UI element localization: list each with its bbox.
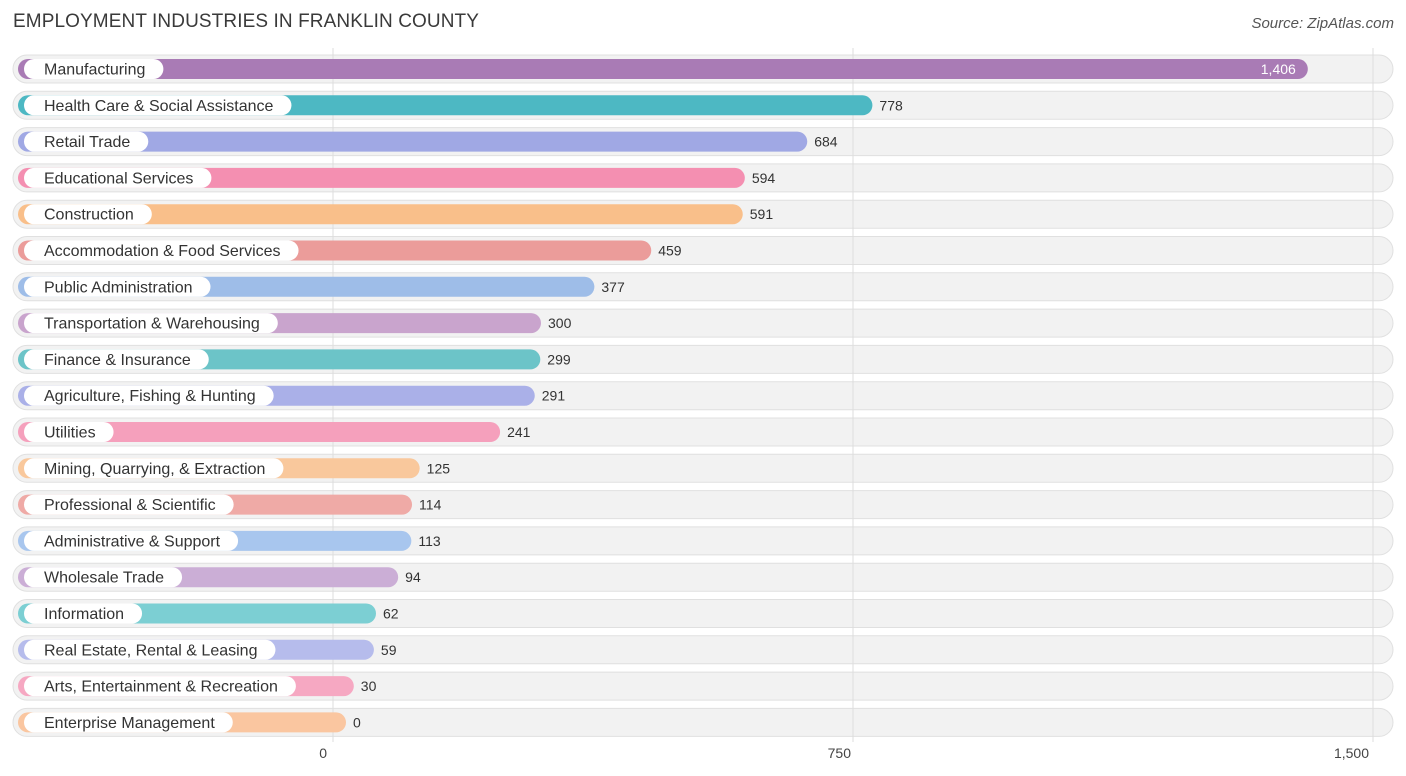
chart-title: EMPLOYMENT INDUSTRIES IN FRANKLIN COUNTY [13, 11, 480, 32]
category-label-pill [24, 349, 209, 370]
value-label: 1,406 [1261, 61, 1296, 77]
category-label: Arts, Entertainment & Recreation [44, 679, 278, 696]
tick-label: 750 [828, 745, 852, 761]
value-label: 241 [507, 424, 531, 440]
value-label: 778 [879, 97, 903, 113]
category-label: Mining, Quarrying, & Extraction [44, 461, 265, 478]
value-label: 594 [752, 170, 776, 186]
category-label-pill [24, 567, 183, 588]
value-label: 591 [750, 206, 774, 222]
value-label: 299 [547, 351, 571, 367]
category-label: Agriculture, Fishing & Hunting [44, 388, 256, 405]
category-label: Accommodation & Food Services [44, 243, 281, 260]
category-label-pill [24, 240, 299, 261]
category-label: Public Administration [44, 279, 193, 296]
category-label-pill [24, 422, 114, 442]
value-label: 62 [383, 606, 399, 622]
value-label: 59 [381, 642, 397, 658]
bar-track [12, 707, 1394, 737]
tick-label: 1,500 [1334, 745, 1369, 761]
category-label: Utilities [44, 425, 96, 442]
category-label-pill [24, 167, 212, 188]
value-label: 113 [418, 533, 441, 549]
value-label: 300 [548, 315, 572, 331]
category-label: Retail Trade [44, 134, 130, 151]
category-label: Transportation & Warehousing [44, 316, 260, 333]
category-label-pill [24, 494, 234, 515]
value-label: 94 [405, 569, 421, 585]
category-label-pill [24, 276, 211, 297]
category-label-pill [24, 530, 239, 551]
value-label: 30 [361, 678, 377, 694]
category-label: Construction [44, 207, 134, 224]
bar[interactable] [18, 131, 808, 152]
value-label: 114 [419, 497, 442, 513]
category-label: Manufacturing [44, 62, 145, 79]
bar[interactable] [18, 204, 743, 225]
category-label-pill [24, 603, 143, 624]
category-label-pill [24, 676, 296, 697]
bar-track [12, 671, 1394, 701]
value-label: 0 [353, 714, 361, 730]
category-label-pill [24, 458, 284, 479]
value-label: 291 [542, 388, 566, 404]
value-label: 684 [814, 134, 838, 150]
value-label: 377 [601, 279, 625, 295]
bar[interactable] [18, 59, 1308, 79]
tick-label: 0 [319, 745, 327, 761]
value-label: 125 [427, 460, 451, 476]
category-label: Professional & Scientific [44, 497, 216, 514]
category-label-pill [24, 131, 149, 152]
value-label: 459 [658, 243, 682, 259]
bars: Manufacturing 1,406 Health Care & Social A… [18, 59, 1308, 733]
category-label-pill [24, 712, 233, 733]
category-label: Real Estate, Rental & Leasing [44, 642, 257, 659]
category-label: Wholesale Trade [44, 570, 164, 587]
category-label: Administrative & Support [44, 533, 221, 550]
category-label-pill [24, 385, 274, 406]
category-label: Health Care & Social Assistance [44, 98, 274, 115]
category-label-pill [24, 313, 278, 334]
source-credit: Source: ZipAtlas.com [1251, 15, 1394, 32]
x-axis: 0 750 1,500 [319, 745, 1369, 761]
category-label-pill [24, 59, 164, 79]
category-label: Enterprise Management [44, 715, 215, 732]
bar[interactable] [18, 422, 501, 442]
category-label: Information [44, 606, 124, 623]
category-label: Educational Services [44, 170, 193, 187]
category-label-pill [24, 639, 276, 660]
category-label-pill [24, 204, 152, 225]
category-label: Finance & Insurance [44, 352, 191, 369]
category-label-pill [24, 95, 292, 116]
